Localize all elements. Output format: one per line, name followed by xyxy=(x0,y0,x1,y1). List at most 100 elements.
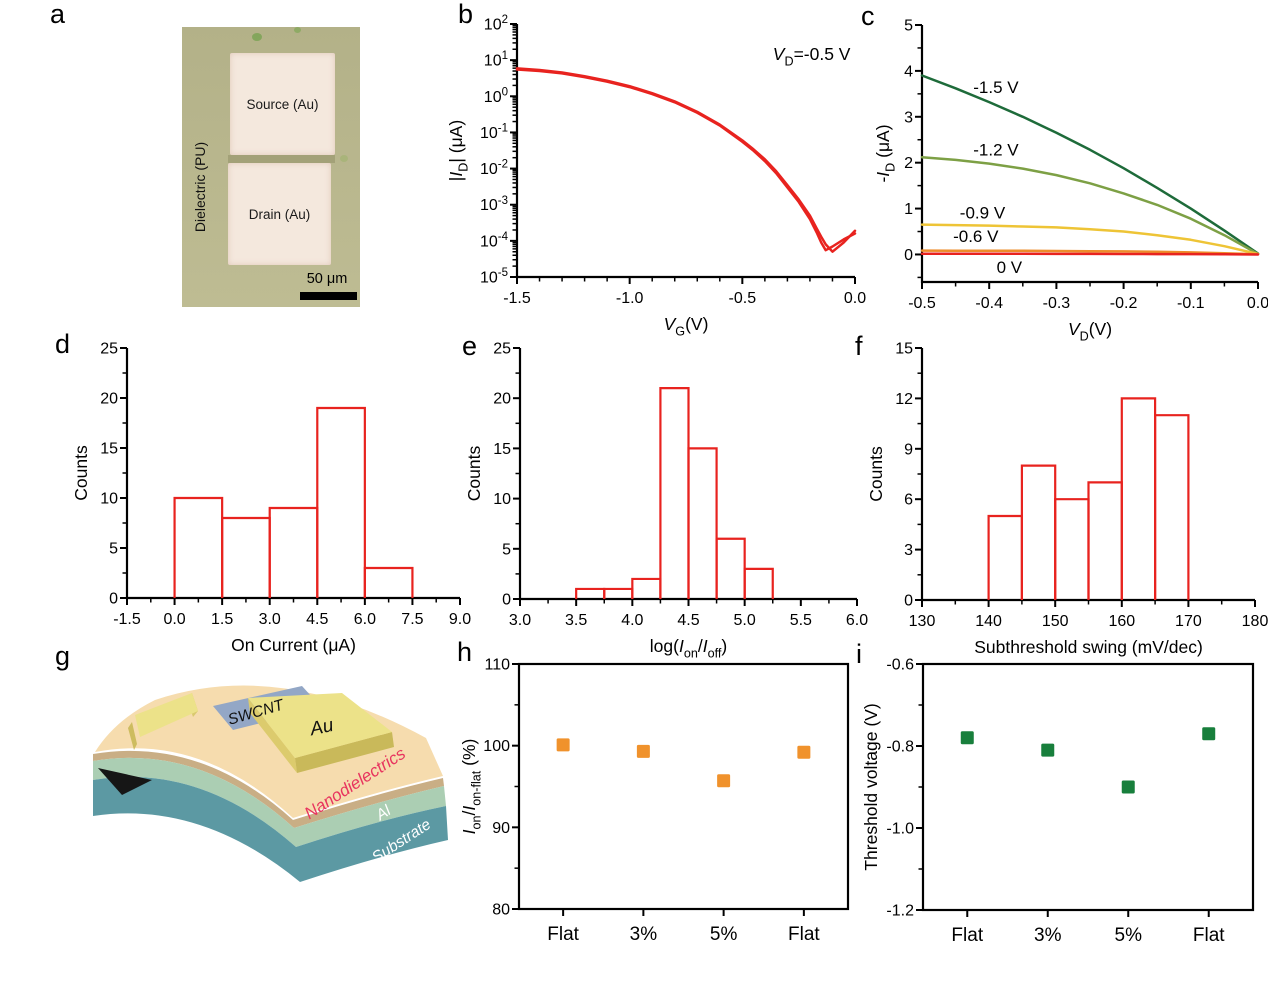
c-x-tick-label: -0.4 xyxy=(975,295,1003,312)
f-y-tick-label: 12 xyxy=(895,391,913,408)
c-y-tick-label: 5 xyxy=(904,18,913,35)
f-hist-bar xyxy=(1154,414,1190,600)
b-series-transfer-sweep-1 xyxy=(515,68,857,252)
d-y-tick-label: 20 xyxy=(100,391,118,408)
d-x-tick-label: 4.5 xyxy=(306,611,328,628)
b-x-tick-label: -1.5 xyxy=(503,290,531,307)
e-y-tick-label: 5 xyxy=(502,541,511,558)
i-data-point xyxy=(1121,780,1135,794)
d-hist-bar xyxy=(363,566,414,598)
f-hist-bar xyxy=(1087,481,1123,600)
i-category-label: 5% xyxy=(1115,925,1143,946)
substrate-layer xyxy=(93,776,448,882)
h-category-label: 3% xyxy=(630,924,658,945)
f-x-tick-label: 130 xyxy=(909,613,936,630)
panel-letter-d: d xyxy=(55,329,71,359)
c-x-axis-label: VD(V) xyxy=(1068,319,1112,343)
c-y-tick-label: 2 xyxy=(904,155,913,172)
f-y-axis-label: Counts xyxy=(866,446,886,502)
b-series-transfer-sweep-2 xyxy=(515,67,857,253)
c-series-VG -0.6 V xyxy=(920,249,1260,256)
c-x-tick-label: -0.1 xyxy=(1177,295,1205,312)
d-hist-bar xyxy=(173,496,224,598)
gold-electrode-right-front xyxy=(295,732,394,773)
b-x-tick-label: 0.0 xyxy=(844,290,866,307)
b-annotation: VD=-0.5 V xyxy=(773,44,851,68)
f-y-tick-label: 3 xyxy=(904,542,913,559)
c-x-tick-label: 0.0 xyxy=(1247,295,1268,312)
e-y-tick-label: 0 xyxy=(502,592,511,609)
d-x-axis-label: On Current (μA) xyxy=(231,635,356,655)
panel-letter-f: f xyxy=(855,331,863,361)
f-hist-bar xyxy=(987,514,1023,600)
i-category-label: 3% xyxy=(1034,925,1062,946)
electrode-gap xyxy=(228,155,335,163)
d-y-tick-label: 5 xyxy=(109,541,118,558)
h-category-label: Flat xyxy=(788,924,820,945)
f-x-tick-label: 140 xyxy=(975,613,1002,630)
e-y-axis-label: Counts xyxy=(464,446,484,502)
e-hist-bar xyxy=(631,577,662,599)
e-hist-bar xyxy=(659,387,690,599)
i-category-label: Flat xyxy=(951,925,983,946)
h-y-tick-label: 90 xyxy=(492,820,510,837)
b-y-tick-label: 10-2 xyxy=(480,159,508,178)
c-y-tick-label: 0 xyxy=(904,247,913,264)
c-series-VG -0.9 V xyxy=(920,223,1260,256)
c-y-tick-label: 1 xyxy=(904,201,913,218)
d-axes xyxy=(125,348,460,600)
c-y-tick-label: 3 xyxy=(904,109,913,126)
h-y-axis-label: Ion/Ion-flat (%) xyxy=(459,739,483,835)
d-y-tick-label: 15 xyxy=(100,441,118,458)
b-y-tick-label: 100 xyxy=(484,86,508,105)
i-y-tick-label: -0.8 xyxy=(886,739,914,756)
d-x-tick-label: 9.0 xyxy=(449,611,471,628)
e-y-tick-label: 15 xyxy=(493,441,511,458)
e-hist-bar xyxy=(715,537,746,599)
panel-letter-b: b xyxy=(458,0,474,29)
arch-shadow xyxy=(98,768,152,795)
f-hist-bar xyxy=(1020,464,1057,600)
c-series-label: -1.5 V xyxy=(973,78,1019,97)
e-y-tick-label: 20 xyxy=(493,391,511,408)
c-series-label: -0.9 V xyxy=(960,204,1006,223)
b-x-tick-label: -0.5 xyxy=(729,290,757,307)
i-data-point xyxy=(1041,743,1055,757)
d-hist-bar xyxy=(221,516,271,598)
e-hist-bar xyxy=(687,447,718,599)
d-y-axis-label: Counts xyxy=(71,445,91,501)
c-series-VG 0 V xyxy=(920,252,1260,256)
i-y-tick-label: -1.0 xyxy=(886,821,914,838)
d-x-tick-label: 0.0 xyxy=(163,611,185,628)
device-micrograph: Dielectric (PU) Source (Au) Drain (Au) 5… xyxy=(182,27,360,307)
c-y-tick-label: 4 xyxy=(904,63,913,80)
c-series-VG -1.2 V xyxy=(920,155,1260,256)
panel-letter-i: i xyxy=(856,639,862,669)
e-x-tick-label: 5.5 xyxy=(790,612,812,629)
source-label: Source (Au) xyxy=(246,96,319,112)
e-x-tick-label: 4.0 xyxy=(621,612,643,629)
e-x-tick-label: 3.5 xyxy=(565,612,587,629)
panel-letter-c: c xyxy=(861,1,875,31)
c-x-tick-label: -0.5 xyxy=(908,295,936,312)
source-electrode-pad: Source (Au) xyxy=(230,53,335,155)
d-hist-bar xyxy=(316,406,366,598)
d-y-tick-label: 25 xyxy=(100,341,118,358)
panel-letter-e: e xyxy=(462,331,478,361)
f-hist-bar xyxy=(1054,498,1090,600)
f-x-tick-label: 150 xyxy=(1042,613,1069,630)
d-x-tick-label: 3.0 xyxy=(259,611,281,628)
gold-electrode-right-side xyxy=(248,698,297,773)
drain-electrode-pad: Drain (Au) xyxy=(228,163,331,265)
f-x-tick-label: 160 xyxy=(1108,613,1135,630)
h-data-point xyxy=(636,744,650,758)
h-y-tick-label: 100 xyxy=(483,738,510,755)
b-y-tick-label: 10-3 xyxy=(480,195,508,214)
drain-label: Drain (Au) xyxy=(248,206,311,222)
i-y-axis-label: Threshold voltage (V) xyxy=(861,703,881,870)
b-y-tick-label: 102 xyxy=(484,14,508,33)
panel-letter-h: h xyxy=(457,637,473,667)
c-y-axis-label: -ID (μA) xyxy=(873,124,897,182)
d-x-tick-label: 7.5 xyxy=(401,611,423,628)
e-hist-bar xyxy=(603,587,634,599)
